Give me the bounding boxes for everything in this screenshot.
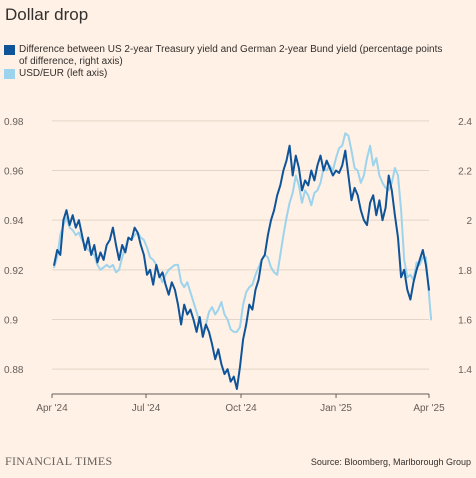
x-axis-tick-label: Jul '24	[132, 403, 161, 414]
legend: Difference between US 2-year Treasury yi…	[4, 44, 444, 80]
left-axis-tick-label: 0.98	[4, 117, 24, 128]
left-axis-tick-label: 0.94	[4, 216, 24, 227]
left-axis-tick-label: 0.9	[4, 316, 18, 327]
series-line-yield-spread	[53, 144, 430, 390]
right-axis-tick-label: 2	[466, 216, 472, 227]
right-axis-tick-label: 1.4	[458, 365, 472, 376]
ft-brand-logo: FINANCIAL TIMES	[5, 454, 113, 468]
legend-swatch-yield-spread	[4, 45, 15, 55]
legend-item-usd-eur: USD/EUR (left axis)	[4, 68, 444, 80]
chart-title: Dollar drop	[5, 5, 89, 24]
series-line-usd-eur	[53, 132, 433, 333]
x-axis-tick-label: Oct '24	[225, 403, 257, 414]
right-axis-tick-label: 2.2	[458, 167, 472, 178]
right-axis-tick-label: 1.6	[458, 316, 472, 327]
left-axis-tick-label: 0.88	[4, 365, 24, 376]
right-axis-tick-label: 2.4	[458, 117, 472, 128]
x-axis-tick-label: Jan '25	[320, 403, 352, 414]
source-note: Source: Bloomberg, Marlborough Group	[310, 457, 471, 467]
legend-label-yield-spread: Difference between US 2-year Treasury yi…	[19, 44, 443, 67]
left-axis-tick-label: 0.96	[4, 167, 24, 178]
right-axis-tick-label: 1.8	[458, 266, 472, 277]
x-axis-tick-label: Apr '25	[413, 403, 445, 414]
legend-swatch-usd-eur	[4, 69, 15, 79]
legend-item-yield-spread: Difference between US 2-year Treasury yi…	[4, 44, 444, 68]
x-axis-tick-label: Apr '24	[36, 403, 68, 414]
legend-label-usd-eur: USD/EUR (left axis)	[19, 68, 108, 79]
left-axis-tick-label: 0.92	[4, 266, 24, 277]
